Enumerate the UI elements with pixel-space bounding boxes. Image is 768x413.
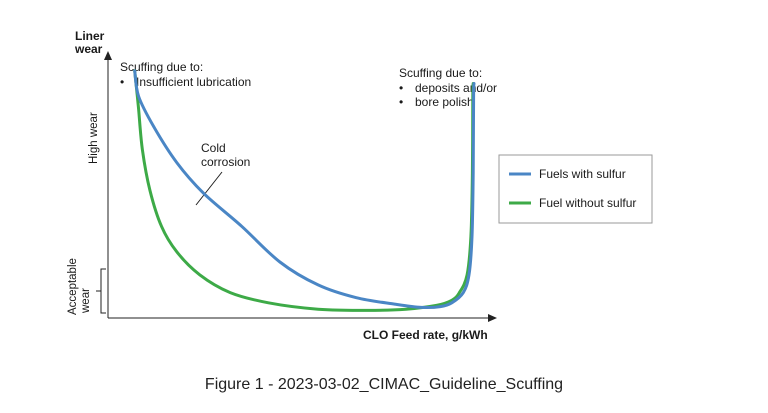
annotation-cold-leader [195,171,223,206]
annotation-right-bullet2: bore polish [415,95,474,109]
annotation-right-bullet1: deposits and/or [415,81,497,95]
y-axis-title-line1: Liner [75,29,105,43]
y-label-acceptable-line2: wear [80,288,92,314]
y-axis-arrowhead [104,51,112,60]
acceptable-wear-bracket [96,268,106,314]
annotation-left-bullet-char: • [120,75,124,89]
annotation-right-bullet1-char: • [399,81,403,95]
annotation-left-bullet: Insufficient lubrication [136,75,251,89]
x-axis-title: CLO Feed rate, g/kWh [363,328,488,342]
x-axis-arrowhead [488,314,497,322]
series-line-fuels-with-sulfur [133,69,476,310]
annotation-right-bullet2-char: • [399,95,403,109]
legend-label-fuels-with-sulfur: Fuels with sulfur [539,167,626,181]
y-label-high-wear: High wear [88,112,100,164]
annotation-right-title: Scuffing due to: [399,66,482,80]
annotation-left-title: Scuffing due to: [120,60,203,74]
legend-label-fuel-without-sulfur: Fuel without sulfur [539,196,636,210]
annotation-cold-line2: corrosion [201,155,250,169]
chart: Liner wear CLO Feed rate, g/kWh High wea… [67,29,653,342]
y-label-acceptable-line1: Acceptable [67,258,79,315]
figure-caption: Figure 1 - 2023-03-02_CIMAC_Guideline_Sc… [204,376,564,393]
y-axis-title-line2: wear [74,42,103,56]
annotation-cold-line1: Cold [201,141,226,155]
legend-box [498,154,653,224]
